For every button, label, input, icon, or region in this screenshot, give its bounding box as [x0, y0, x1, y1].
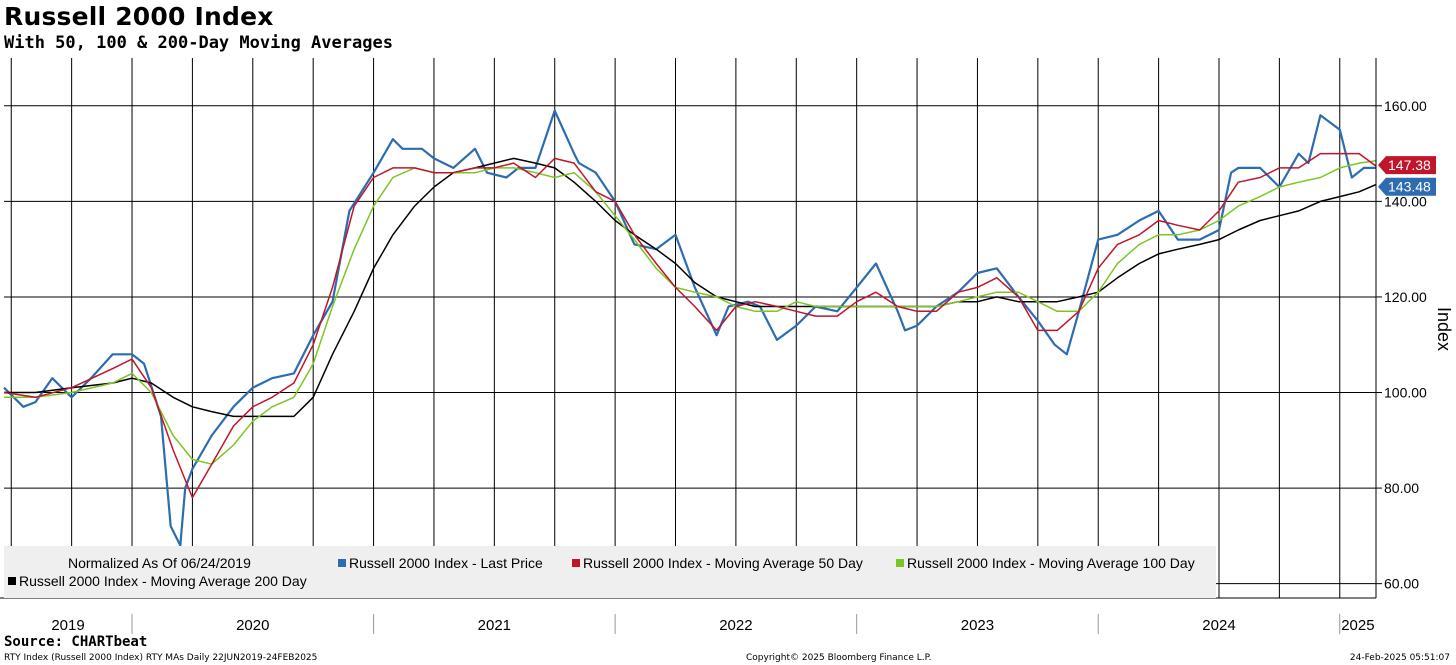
- y-tick-label: 120.00: [1384, 289, 1427, 305]
- last-value-badge: [1378, 156, 1436, 175]
- y-tick-label: 100.00: [1384, 385, 1427, 401]
- chart-subtitle: With 50, 100 & 200-Day Moving Averages: [4, 33, 393, 53]
- legend-label: Russell 2000 Index - Moving Average 200 …: [19, 573, 307, 589]
- last-value-badge: [1378, 177, 1436, 196]
- y-axis-label: Index: [1434, 307, 1454, 351]
- legend-item-ma50: Russell 2000 Index - Moving Average 50 D…: [572, 555, 863, 571]
- source-note: Source: CHARTbeat: [4, 634, 148, 650]
- x-year-label: 2021: [478, 617, 511, 634]
- footer-ticker-info: RTY Index (Russell 2000 Index) RTY MAs D…: [4, 653, 318, 663]
- legend-label: Russell 2000 Index - Last Price: [349, 555, 543, 571]
- legend-label: Russell 2000 Index - Moving Average 50 D…: [583, 555, 863, 571]
- legend-item-last-price: Russell 2000 Index - Last Price: [338, 555, 543, 571]
- y-tick-label: 60.00: [1384, 576, 1419, 592]
- chart-title: Russell 2000 Index: [4, 2, 274, 31]
- plot-frame: [0, 58, 1377, 599]
- legend-swatch: [572, 559, 580, 567]
- series-line-1: [3, 152, 1377, 499]
- x-year-label: 2023: [961, 617, 994, 634]
- series-line-3: [4, 157, 1377, 418]
- x-axis: 2019 2020 2021 2022 2023 2024 2025: [51, 614, 1375, 634]
- legend-item-ma200: Russell 2000 Index - Moving Average 200 …: [8, 573, 307, 589]
- series-line-2: [4, 159, 1377, 465]
- series-layer: [3, 109, 1377, 547]
- last-value-label: 147.38: [1388, 157, 1431, 173]
- x-year-label: 2022: [719, 617, 752, 634]
- gridlines: [4, 58, 1376, 598]
- y-tick-label: 160.00: [1384, 98, 1427, 114]
- legend-label: Russell 2000 Index - Moving Average 100 …: [907, 555, 1195, 571]
- x-year-label: 2019: [51, 617, 84, 634]
- last-value-label: 143.48: [1388, 179, 1431, 195]
- footer-timestamp: 24-Feb-2025 05:51:07: [1349, 653, 1450, 663]
- y-axis-ticks: 60.00 80.00 100.00 120.00 140.00 160.00: [1376, 98, 1427, 592]
- legend-item-ma100: Russell 2000 Index - Moving Average 100 …: [896, 555, 1195, 571]
- x-year-label: 2025: [1341, 617, 1374, 634]
- legend: Normalized As Of 06/24/2019 Russell 2000…: [4, 546, 1216, 598]
- legend-swatch: [338, 559, 346, 567]
- series-line-0: [3, 109, 1376, 547]
- legend-swatch: [8, 577, 16, 585]
- x-year-label: 2024: [1202, 617, 1235, 634]
- footer-copyright: Copyright© 2025 Bloomberg Finance L.P.: [746, 653, 932, 663]
- y-tick-label: 80.00: [1384, 480, 1419, 496]
- legend-swatch: [896, 559, 904, 567]
- legend-note: Normalized As Of 06/24/2019: [68, 555, 251, 571]
- x-year-label: 2020: [236, 617, 269, 634]
- y-tick-label: 140.00: [1384, 193, 1427, 209]
- last-value-badges: 147.38 143.48: [1378, 156, 1436, 196]
